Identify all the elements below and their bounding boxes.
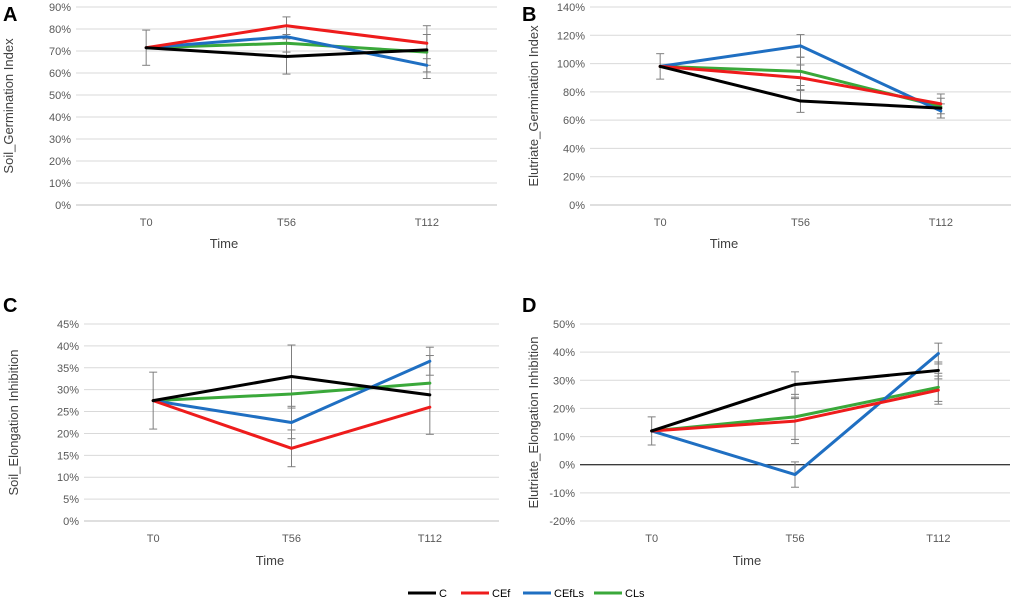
panel-letter: C	[3, 295, 17, 317]
y-tick-label: 40%	[49, 112, 71, 124]
legend-label-cls: CLs	[625, 588, 645, 600]
panel-d: D -20% -10% 0% 10% 20% 30% 40% 50% T0 T56 T112 Time E…	[522, 295, 1010, 568]
y-tick-label: 30%	[553, 375, 575, 387]
y-tick-label: 0%	[569, 200, 585, 212]
legend-label-c: C	[439, 588, 447, 600]
y-tick-label: 100%	[557, 59, 585, 71]
x-tick-label: T56	[277, 217, 296, 229]
y-tick-label: 80%	[563, 87, 585, 99]
series-line-c	[658, 64, 943, 110]
series-line-c	[151, 375, 432, 403]
y-axis-title: Soil_Germination Index	[1, 38, 16, 174]
y-tick-label: 40%	[553, 347, 575, 359]
x-tick-label: T56	[791, 217, 810, 229]
panel-b: B 0% 20% 40% 60% 80% 100% 120% 140% T0 T56 T112 Time…	[522, 2, 1011, 251]
x-axis-title: Time	[733, 553, 761, 568]
x-tick-label: T112	[926, 533, 950, 545]
y-tick-label: 50%	[553, 319, 575, 331]
y-tick-label: 20%	[57, 428, 79, 440]
series-line-cefls	[144, 35, 429, 67]
y-axis-title: Elutriate_Elongation Inhibition	[526, 336, 541, 508]
panel-letter: D	[522, 295, 536, 317]
y-tick-label: 10%	[553, 432, 575, 444]
y-tick-label: 140%	[557, 2, 585, 14]
y-tick-label: 20%	[553, 403, 575, 415]
y-tick-label: 120%	[557, 30, 585, 42]
y-tick-label: 10%	[49, 178, 71, 190]
y-tick-label: 0%	[559, 460, 575, 472]
y-tick-label: -20%	[549, 516, 575, 528]
legend-label-cefls: CEfLs	[554, 588, 584, 600]
y-tick-label: 35%	[57, 363, 79, 375]
series-line-cls	[151, 381, 432, 403]
y-tick-label: 20%	[49, 156, 71, 168]
series-line-cefls	[650, 352, 940, 477]
y-tick-label: 70%	[49, 46, 71, 58]
y-tick-label: 20%	[563, 172, 585, 184]
series-line-cefls	[658, 44, 943, 113]
x-tick-label: T0	[645, 533, 658, 545]
y-tick-label: 60%	[49, 68, 71, 80]
y-tick-label: 45%	[57, 319, 79, 331]
y-tick-label: 0%	[63, 516, 79, 528]
y-tick-label: 80%	[49, 24, 71, 36]
panel-letter: B	[522, 4, 536, 26]
y-tick-label: 90%	[49, 2, 71, 14]
x-tick-label: T56	[786, 533, 805, 545]
y-tick-label: 15%	[57, 450, 79, 462]
series-line-cef	[151, 399, 432, 450]
x-axis-title: Time	[256, 553, 284, 568]
y-tick-label: 30%	[49, 134, 71, 146]
series-line-cef	[658, 64, 943, 106]
panel-letter: A	[3, 4, 17, 26]
y-axis-title: Soil_Elongation Inhibition	[6, 350, 21, 496]
x-tick-label: T112	[418, 533, 442, 545]
y-tick-label: 5%	[63, 494, 79, 506]
y-tick-label: -10%	[549, 488, 575, 500]
series-line-cls	[144, 41, 429, 54]
x-tick-label: T0	[140, 217, 153, 229]
legend: C CEf CEfLs CLs	[408, 588, 645, 600]
series-line-c	[650, 368, 940, 433]
y-axis-title: Elutriate_Germination Index	[526, 25, 541, 187]
x-tick-label: T112	[929, 217, 953, 229]
x-tick-label: T0	[654, 217, 667, 229]
y-tick-label: 50%	[49, 90, 71, 102]
series-line-cef	[144, 24, 429, 50]
y-tick-label: 40%	[57, 341, 79, 353]
legend-label-cef: CEf	[492, 588, 511, 600]
y-tick-label: 0%	[55, 200, 71, 212]
x-tick-label: T0	[147, 533, 160, 545]
x-tick-label: T112	[415, 217, 439, 229]
series-line-cefls	[151, 359, 432, 424]
y-tick-label: 30%	[57, 385, 79, 397]
series-line-c	[144, 46, 429, 58]
x-axis-title: Time	[210, 236, 238, 251]
panel-a: A 0% 10% 20% 30% 40% 50% 60% 70% 80% 90% T0 T56 T112 T…	[1, 2, 497, 251]
x-axis-title: Time	[710, 236, 738, 251]
series-line-cef	[650, 388, 940, 433]
panel-c: C 0% 5% 10% 15% 20% 25% 30% 35% 40% 45% T0 T56 T112 Ti…	[3, 295, 499, 568]
y-tick-label: 60%	[563, 115, 585, 127]
y-tick-label: 25%	[57, 407, 79, 419]
y-tick-label: 10%	[57, 472, 79, 484]
y-tick-label: 40%	[563, 143, 585, 155]
x-tick-label: T56	[282, 533, 301, 545]
